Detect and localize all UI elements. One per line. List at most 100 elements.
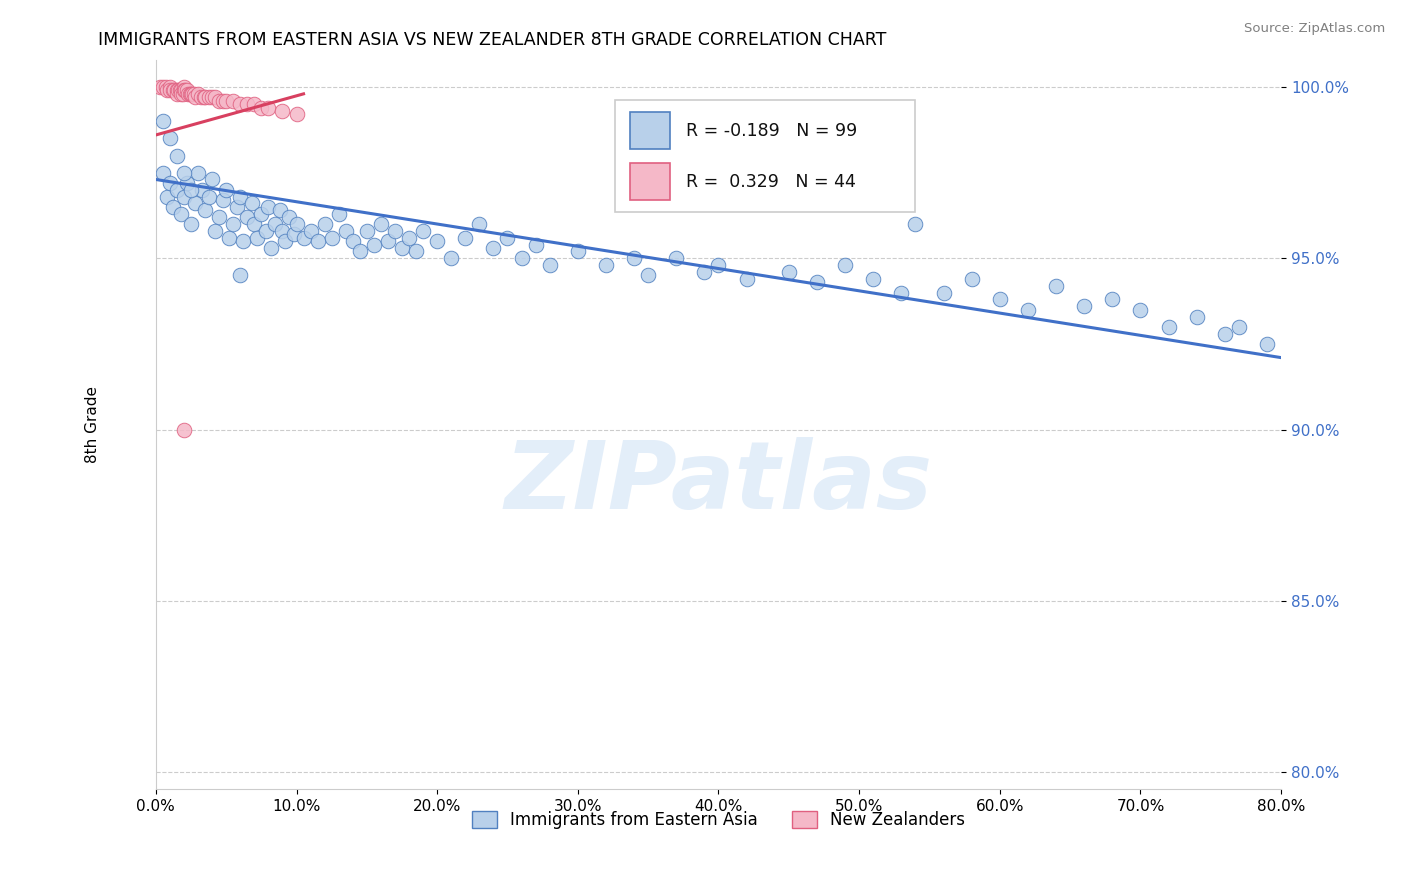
Point [179, 87, 201, 101]
Point [363, 237, 385, 252]
Point [285, 107, 308, 121]
Point [398, 231, 420, 245]
FancyBboxPatch shape [630, 112, 671, 149]
Text: ZIPatlas: ZIPatlas [505, 437, 932, 529]
Point [890, 285, 912, 300]
Point [167, 83, 190, 97]
Point [174, 83, 197, 97]
Point [222, 94, 245, 108]
Point [440, 252, 463, 266]
Point [176, 83, 198, 97]
Y-axis label: 8th Grade: 8th Grade [86, 386, 100, 463]
Point [212, 193, 235, 207]
Text: R =  0.329   N = 44: R = 0.329 N = 44 [686, 173, 856, 191]
Point [960, 272, 983, 286]
Point [180, 87, 202, 101]
Point [285, 217, 308, 231]
Point [274, 234, 297, 248]
Point [177, 87, 200, 101]
Point [250, 101, 273, 115]
Point [180, 183, 202, 197]
Point [166, 148, 188, 162]
Point [222, 217, 245, 231]
Point [187, 166, 209, 180]
Point [201, 172, 224, 186]
Point [254, 224, 277, 238]
Point [278, 210, 301, 224]
Point [735, 272, 758, 286]
Point [215, 94, 238, 108]
Point [524, 237, 547, 252]
Point [468, 217, 491, 231]
Point [180, 217, 202, 231]
Point [567, 244, 589, 259]
Point [166, 183, 188, 197]
Point [201, 90, 224, 104]
Point [510, 252, 533, 266]
Point [454, 231, 477, 245]
Point [693, 265, 716, 279]
Point [226, 200, 249, 214]
Point [342, 234, 364, 248]
Point [240, 196, 263, 211]
Point [595, 258, 617, 272]
Point [173, 83, 195, 97]
Point [204, 90, 226, 104]
Point [862, 272, 884, 286]
Point [496, 231, 519, 245]
Point [152, 166, 174, 180]
Point [166, 87, 188, 101]
Point [426, 234, 449, 248]
Point [191, 183, 214, 197]
Point [707, 258, 730, 272]
Text: IMMIGRANTS FROM EASTERN ASIA VS NEW ZEALANDER 8TH GRADE CORRELATION CHART: IMMIGRANTS FROM EASTERN ASIA VS NEW ZEAL… [98, 31, 887, 49]
Legend: Immigrants from Eastern Asia, New Zealanders: Immigrants from Eastern Asia, New Zealan… [465, 804, 972, 836]
Point [307, 234, 329, 248]
Point [183, 87, 205, 101]
Point [243, 97, 266, 112]
Point [904, 217, 927, 231]
Point [778, 265, 800, 279]
Point [169, 83, 191, 97]
Point [176, 176, 198, 190]
Point [194, 90, 217, 104]
FancyBboxPatch shape [614, 101, 915, 211]
Point [283, 227, 305, 242]
Point [159, 131, 181, 145]
Point [162, 83, 184, 97]
Point [208, 94, 231, 108]
Point [212, 94, 235, 108]
Point [218, 231, 240, 245]
Point [257, 101, 280, 115]
Point [257, 200, 280, 214]
Point [1017, 302, 1039, 317]
Point [806, 275, 828, 289]
Point [246, 231, 269, 245]
Point [204, 224, 226, 238]
Point [181, 87, 204, 101]
Point [1157, 319, 1180, 334]
Text: Source: ZipAtlas.com: Source: ZipAtlas.com [1244, 22, 1385, 36]
Point [538, 258, 561, 272]
Point [269, 203, 291, 218]
Point [271, 224, 294, 238]
Point [1213, 326, 1236, 341]
Point [834, 258, 856, 272]
Point [156, 189, 179, 203]
Point [232, 234, 254, 248]
Point [349, 244, 371, 259]
Point [292, 231, 315, 245]
Point [152, 114, 174, 128]
Point [159, 176, 181, 190]
Point [187, 87, 209, 101]
Point [159, 80, 181, 95]
Point [321, 231, 343, 245]
Point [208, 210, 231, 224]
Point [412, 224, 434, 238]
Point [932, 285, 955, 300]
Point [159, 83, 181, 97]
Point [166, 83, 188, 97]
Point [152, 80, 174, 95]
Point [162, 200, 184, 214]
FancyBboxPatch shape [630, 163, 671, 200]
